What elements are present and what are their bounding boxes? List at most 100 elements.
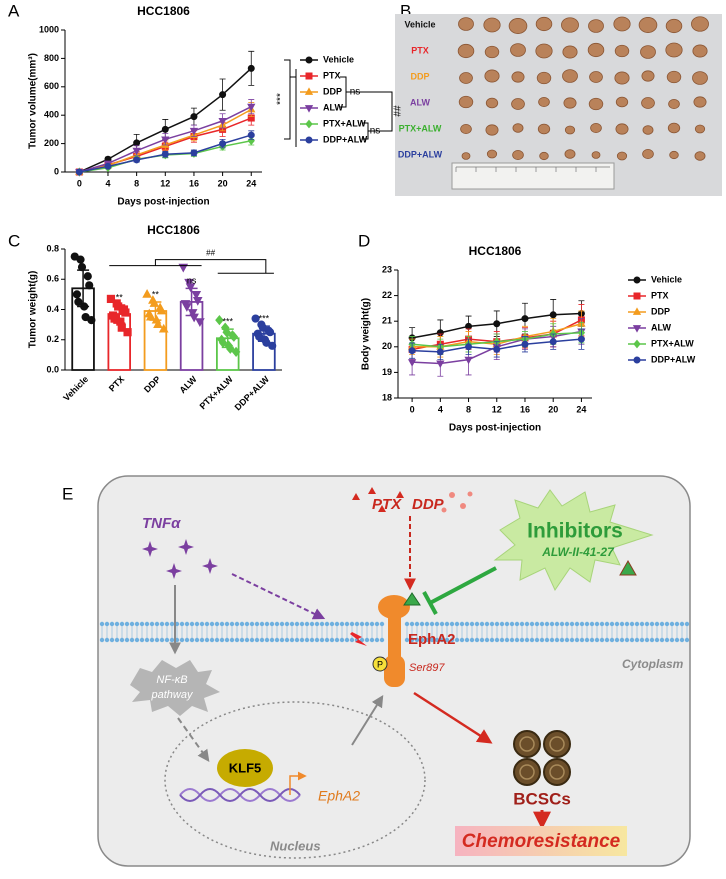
- lipid-head: [119, 621, 125, 627]
- data-point: [185, 283, 196, 293]
- lipid-head: [629, 621, 635, 627]
- annotation: ##: [393, 105, 404, 117]
- arrow: [231, 573, 326, 620]
- lipid-head: [124, 637, 130, 643]
- lipid-head: [594, 637, 600, 643]
- klf5: [217, 749, 273, 787]
- tumor: [538, 97, 550, 107]
- tumor: [588, 97, 604, 111]
- lipid-head: [669, 637, 675, 643]
- y-tick-label: 200: [44, 138, 59, 148]
- lipid-head: [374, 621, 380, 627]
- klf5-label: KLF5: [229, 760, 262, 775]
- nfkb-label: NF-κB: [156, 674, 187, 686]
- bracket: [346, 91, 393, 132]
- lipid-head: [299, 621, 305, 627]
- y-tick-label: 19: [382, 367, 392, 377]
- lipid-head: [204, 637, 210, 643]
- data-point: [145, 311, 156, 321]
- lipid-head: [189, 621, 195, 627]
- x-tick-label: 24: [576, 404, 586, 414]
- tumor: [460, 124, 472, 134]
- legend-label: ALW: [323, 102, 344, 112]
- lipid-head: [649, 621, 655, 627]
- tumor: [512, 150, 524, 160]
- marker: [219, 140, 227, 148]
- tumor: [484, 69, 500, 83]
- tumor: [564, 149, 576, 159]
- lipid-head: [519, 637, 525, 643]
- lipid-head: [509, 637, 515, 643]
- marker: [133, 156, 141, 164]
- legend-marker: [633, 356, 641, 364]
- tumor: [562, 45, 578, 59]
- lipid-head: [164, 637, 170, 643]
- lipid-head: [489, 637, 495, 643]
- marker: [464, 356, 473, 365]
- y-tick-label: 0.8: [46, 243, 59, 253]
- marker: [521, 340, 529, 348]
- photo-label: ALW: [410, 97, 431, 107]
- lipid-head: [454, 637, 460, 643]
- panel-label: C: [8, 231, 20, 250]
- tumor: [641, 97, 655, 109]
- lipid-head: [274, 637, 280, 643]
- lipid-head: [624, 637, 630, 643]
- tumor: [459, 72, 473, 84]
- lipid-head: [459, 621, 465, 627]
- lipid-head: [99, 637, 105, 643]
- lipid-head: [524, 621, 530, 627]
- tnf-molecules: [142, 539, 218, 579]
- tumor: [692, 44, 708, 58]
- marker: [247, 103, 256, 112]
- lipid-head: [219, 637, 225, 643]
- lipid-head: [414, 621, 420, 627]
- outcome-box: [455, 826, 627, 856]
- lipid-head: [579, 621, 585, 627]
- marker: [436, 360, 445, 369]
- data-point: [117, 323, 126, 332]
- y-tick-label: 21: [382, 316, 392, 326]
- lipid-head: [684, 637, 690, 643]
- y-tick-label: 20: [382, 341, 392, 351]
- lipid-head: [634, 621, 640, 627]
- y-tick-label: 23: [382, 264, 392, 274]
- phospho: [372, 656, 388, 672]
- lipid-head: [559, 637, 565, 643]
- lipid-head: [679, 621, 685, 627]
- tumor: [564, 125, 576, 135]
- tumor: [562, 69, 578, 83]
- x-axis-label: Days post-injection: [449, 423, 541, 434]
- lipid-head: [239, 621, 245, 627]
- significance: ***: [222, 317, 233, 327]
- lipid-head: [314, 637, 320, 643]
- significance: ***: [259, 314, 270, 324]
- y-axis-label: Tumor weight(g): [28, 271, 39, 349]
- tumor: [613, 16, 631, 32]
- lipid-head: [164, 621, 170, 627]
- tumor: [486, 149, 498, 159]
- lipid-head: [189, 637, 195, 643]
- x-tick-label: ALW: [177, 374, 199, 396]
- lipid-head: [224, 637, 230, 643]
- lipid-head: [504, 621, 510, 627]
- lipid-head: [529, 621, 535, 627]
- tumor: [458, 17, 474, 31]
- panel-label: A: [8, 1, 20, 20]
- lipid-head: [539, 621, 545, 627]
- lipid-head: [229, 637, 235, 643]
- y-tick-label: 400: [44, 110, 59, 120]
- marker: [104, 162, 112, 170]
- panel-label: D: [358, 231, 370, 250]
- lipid-head: [304, 637, 310, 643]
- lipid-head: [294, 621, 300, 627]
- significance: **: [152, 289, 160, 299]
- lipid-head: [194, 637, 200, 643]
- data-point: [76, 255, 85, 264]
- lipid-head: [169, 637, 175, 643]
- tumor: [485, 124, 499, 136]
- receptor-label: EphA2: [408, 631, 456, 648]
- lipid-head: [104, 637, 110, 643]
- lipid-head: [409, 621, 415, 627]
- tumor: [590, 123, 602, 133]
